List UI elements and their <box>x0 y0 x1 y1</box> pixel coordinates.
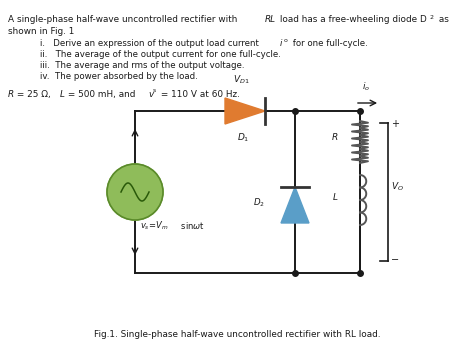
Text: $v_s\!=\!V_m$: $v_s\!=\!V_m$ <box>140 220 169 233</box>
Text: $V_O$: $V_O$ <box>391 181 404 193</box>
Text: −: − <box>391 255 399 265</box>
Circle shape <box>107 164 163 220</box>
Text: = 500 mH, and: = 500 mH, and <box>65 90 138 99</box>
Polygon shape <box>225 98 265 124</box>
Text: iv.  The power absorbed by the load.: iv. The power absorbed by the load. <box>40 72 198 81</box>
Text: L: L <box>333 193 338 203</box>
Text: = 110 V at 60 Hz.: = 110 V at 60 Hz. <box>158 90 240 99</box>
Text: v: v <box>148 90 153 99</box>
Text: $D_1$: $D_1$ <box>237 131 249 144</box>
Text: +: + <box>391 119 399 129</box>
Text: ii.   The average of the output current for one full-cycle.: ii. The average of the output current fo… <box>40 50 281 59</box>
Text: RL: RL <box>265 15 276 24</box>
Polygon shape <box>281 187 309 223</box>
Text: = 25 Ω,: = 25 Ω, <box>14 90 54 99</box>
Text: shown in Fig. 1: shown in Fig. 1 <box>8 27 74 36</box>
Text: 2: 2 <box>430 15 434 20</box>
Text: o: o <box>284 38 288 43</box>
Text: R: R <box>332 133 338 143</box>
Text: s: s <box>153 88 156 93</box>
Text: $V_{D1}$: $V_{D1}$ <box>233 73 249 86</box>
Text: $i_o$: $i_o$ <box>363 80 371 93</box>
Text: R: R <box>8 90 14 99</box>
Text: as: as <box>436 15 449 24</box>
Text: iii.  The average and rms of the output voltage.: iii. The average and rms of the output v… <box>40 61 245 70</box>
Text: for one full-cycle.: for one full-cycle. <box>290 39 368 48</box>
Text: $D_2$: $D_2$ <box>253 197 265 209</box>
Text: i: i <box>280 39 283 48</box>
Text: load has a free-wheeling diode D: load has a free-wheeling diode D <box>277 15 427 24</box>
Text: Fig.1. Single-phase half-wave uncontrolled rectifier with RL load.: Fig.1. Single-phase half-wave uncontroll… <box>94 330 380 339</box>
Text: sin$\omega$t: sin$\omega$t <box>178 220 205 231</box>
Text: A single-phase half-wave uncontrolled rectifier with: A single-phase half-wave uncontrolled re… <box>8 15 240 24</box>
Text: L: L <box>60 90 65 99</box>
Text: i.   Derive an expression of the output load current: i. Derive an expression of the output lo… <box>40 39 262 48</box>
